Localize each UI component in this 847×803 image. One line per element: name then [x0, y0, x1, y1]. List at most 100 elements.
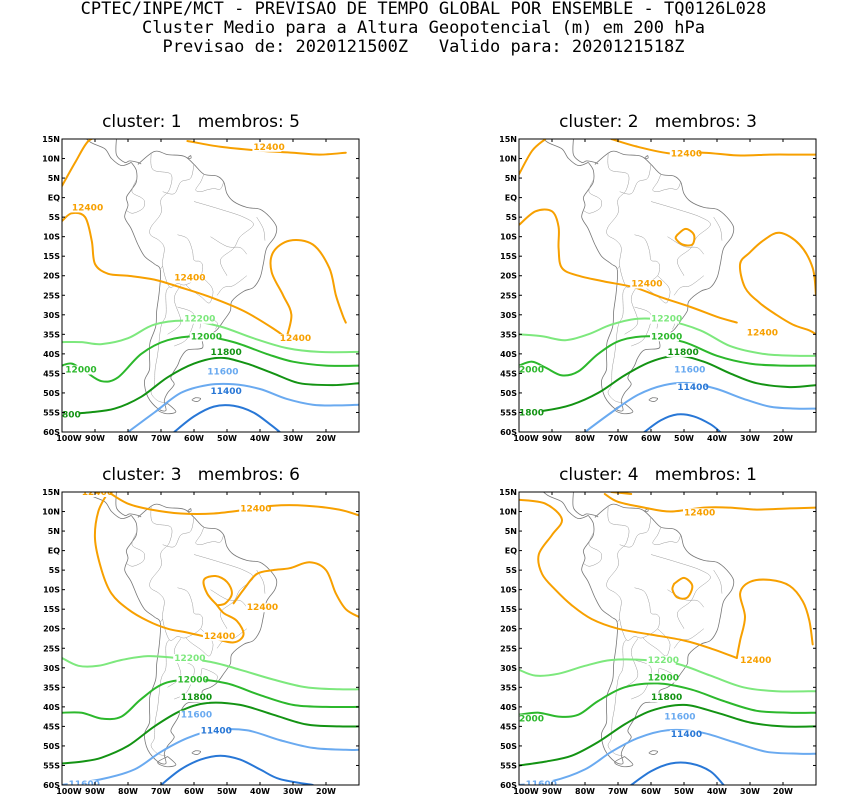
contour-label-bg	[673, 365, 703, 375]
lat-label: 5S	[49, 566, 61, 575]
country-border	[634, 234, 660, 265]
lat-label: 5S	[506, 566, 518, 575]
contour-11400	[643, 413, 722, 432]
country-border	[624, 285, 639, 335]
lat-label: 40S	[43, 350, 60, 359]
lat-label: 60S	[43, 781, 60, 790]
country-border	[193, 554, 254, 629]
lat-label: 55S	[500, 408, 517, 417]
country-border	[150, 286, 170, 403]
lat-label: 60S	[43, 428, 60, 437]
contour-11800	[519, 703, 816, 767]
contour-label: 12400	[740, 656, 771, 666]
country-border	[185, 284, 214, 304]
contour-label: 1800	[519, 408, 544, 418]
map-panel-cluster-1: cluster: 1 membros: 5 12400 12400 12400 124…	[40, 112, 362, 442]
contour-label-bg	[666, 347, 696, 357]
contour-label: 12200	[651, 315, 682, 325]
map-frame	[518, 138, 817, 433]
contour-label-bg	[62, 410, 80, 420]
country-border	[650, 554, 711, 629]
header-line-2: Cluster Medio para a Altura Geopotencial…	[142, 18, 705, 38]
contour-label: 2000	[519, 715, 544, 725]
contour-label-bg	[173, 273, 203, 283]
lat-label: 45S	[43, 369, 60, 378]
country-border	[616, 618, 620, 623]
contour-12400	[519, 498, 738, 659]
contour-12000	[519, 682, 816, 718]
contour-12400	[519, 208, 738, 324]
lat-label: EQ	[48, 194, 60, 203]
lat-label: 45S	[43, 722, 60, 731]
lon-label: 90W	[85, 434, 105, 442]
contour-label: 12000	[178, 676, 209, 686]
contour-label-bg	[189, 332, 219, 342]
lat-label: 25S	[500, 291, 517, 300]
lon-label: 60W	[184, 787, 204, 795]
contour-12200	[519, 658, 816, 693]
contour-label-bg	[524, 780, 554, 785]
lon-label: 70W	[151, 787, 171, 795]
lat-label: 50S	[43, 389, 60, 398]
contour-12400	[62, 211, 288, 340]
contour-label: 12400	[684, 508, 715, 518]
country-border	[583, 179, 602, 214]
lat-label: 5S	[506, 213, 518, 222]
figure-header: CPTEC/INPE/MCT - PREVISAO DE TEMPO GLOBA…	[0, 0, 847, 57]
country-border	[177, 234, 203, 265]
country-border	[174, 306, 195, 347]
coastline	[124, 150, 278, 412]
contour-label: 12400	[253, 143, 284, 153]
lon-label: 50W	[674, 787, 694, 795]
contour-label-bg	[173, 654, 203, 664]
lat-label: 15N	[42, 135, 60, 144]
lat-label: 30S	[500, 664, 517, 673]
lat-label: 15S	[43, 252, 60, 261]
coastline	[85, 492, 132, 520]
contour-label-bg	[183, 314, 213, 324]
country-border	[159, 265, 163, 270]
lat-label: 55S	[43, 761, 60, 770]
island-outline	[191, 750, 202, 755]
country-border	[624, 638, 639, 688]
island-outline	[648, 750, 659, 755]
lon-label: 90W	[542, 434, 562, 442]
lon-label: 80W	[118, 434, 138, 442]
lon-label: 70W	[608, 434, 628, 442]
lon-label: 20W	[316, 787, 336, 795]
contour-label: 11600	[69, 780, 100, 790]
lat-label: 30S	[43, 311, 60, 320]
lat-label: 20S	[500, 625, 517, 634]
country-border	[167, 285, 182, 335]
contour-label: 12400	[280, 334, 311, 344]
country-border	[619, 517, 652, 548]
contour-label-bg	[278, 334, 308, 344]
lat-label: 25S	[43, 644, 60, 653]
lon-label: 80W	[575, 434, 595, 442]
lat-label: 15N	[499, 135, 517, 144]
coastline	[542, 139, 589, 167]
contour-label-bg	[519, 714, 542, 724]
contour-12400	[735, 578, 814, 659]
coastline	[124, 503, 278, 765]
contour-label-bg	[199, 726, 229, 736]
contour-label: 12000	[65, 365, 96, 375]
contour-label-bg	[519, 408, 542, 418]
contour-label: 12400	[631, 280, 662, 290]
island-outline	[648, 397, 659, 402]
contour-label: 11600	[664, 713, 695, 723]
lon-label: 80W	[118, 787, 138, 795]
country-border	[195, 527, 224, 545]
island-outline	[644, 508, 649, 512]
country-border	[713, 569, 723, 594]
contour-11400	[173, 404, 281, 432]
lat-label: 5N	[48, 174, 60, 183]
lon-label: 40W	[707, 434, 727, 442]
lat-label: 40S	[500, 350, 517, 359]
contour-label: 11400	[211, 387, 242, 397]
country-border	[607, 639, 627, 756]
contour-label: 12000	[191, 332, 222, 342]
lat-label: 60S	[500, 428, 517, 437]
country-border	[167, 638, 182, 688]
lat-label: 55S	[43, 408, 60, 417]
